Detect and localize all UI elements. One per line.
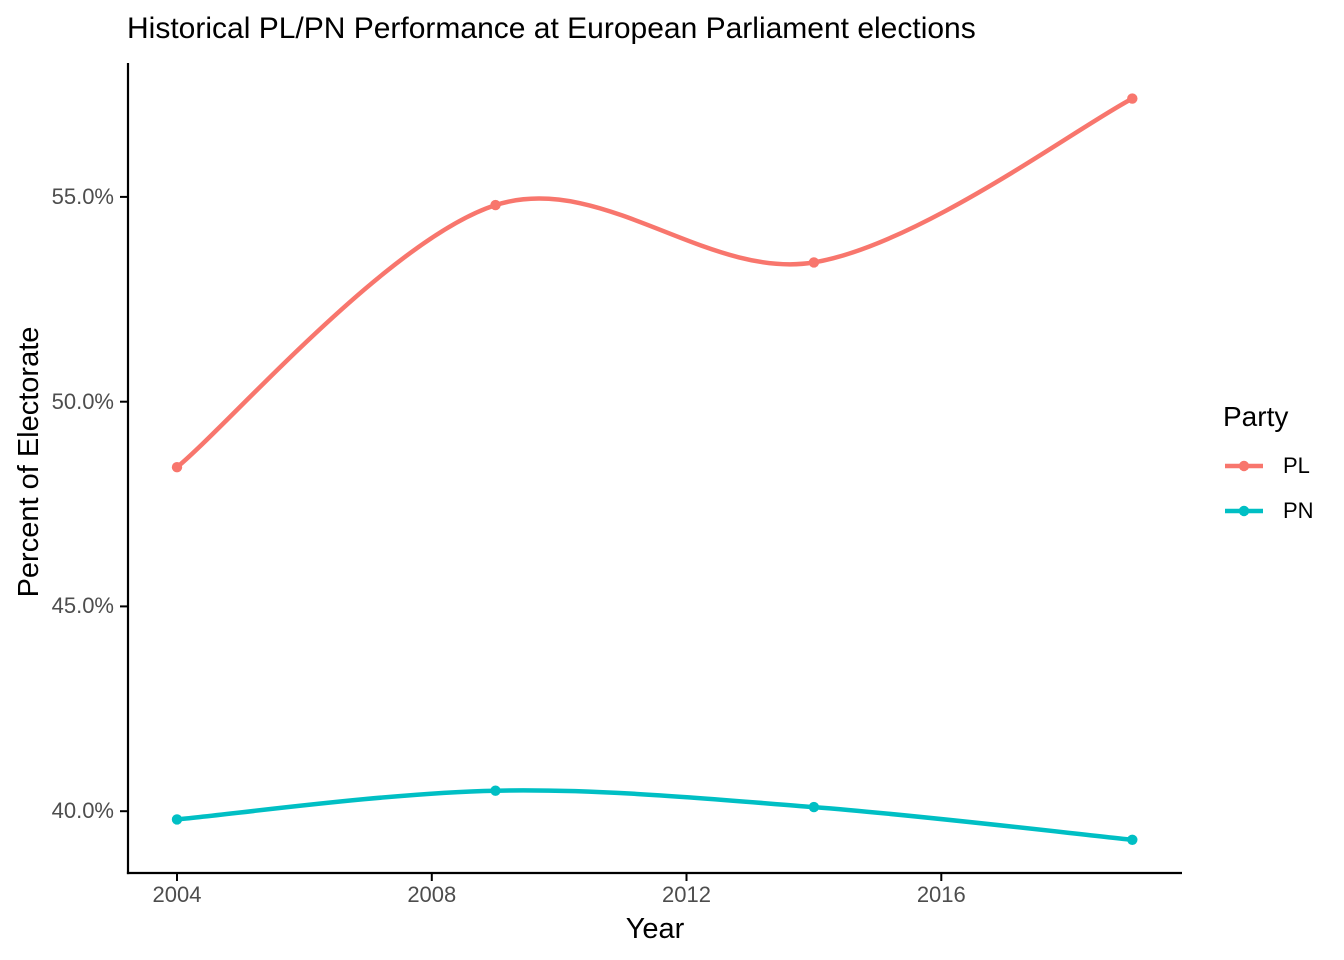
legend-key-point xyxy=(1238,460,1250,472)
data-point-pl-2014 xyxy=(808,257,820,268)
legend-item-pl: PL xyxy=(1225,455,1310,477)
x-tick-label-2012: 2012 xyxy=(662,882,711,907)
data-point-pn-2019 xyxy=(1127,834,1138,845)
series-line-pn xyxy=(174,788,1135,843)
legend-key-pn-icon xyxy=(1225,505,1263,517)
plot-title: Historical PL/PN Performance at European… xyxy=(127,12,976,45)
data-point-pl-2019 xyxy=(1127,93,1138,104)
x-tick-label-2008: 2008 xyxy=(407,882,457,907)
data-point-pn-2014 xyxy=(808,801,820,813)
legend-label-pl: PL xyxy=(1283,453,1310,478)
data-point-pn-2009 xyxy=(490,785,501,796)
data-point-pn-2004 xyxy=(171,814,183,825)
x-tick-label-2016: 2016 xyxy=(916,882,966,907)
legend-key-point xyxy=(1238,505,1250,517)
y-tick-label-50.0%: 50.0% xyxy=(51,388,114,414)
legend-item-pn: PN xyxy=(1225,500,1314,522)
y-tick-label-40.0%: 40.0% xyxy=(51,798,114,824)
data-point-pl-2004 xyxy=(171,462,183,473)
legend-key-pl-icon xyxy=(1225,460,1263,472)
y-tick-label-45.0%: 45.0% xyxy=(51,593,114,619)
legend-title: Party xyxy=(1223,401,1289,432)
x-axis-title: Year xyxy=(625,913,685,945)
data-point-pl-2009 xyxy=(490,199,501,211)
x-tick-label-2004: 2004 xyxy=(152,882,202,907)
y-tick-label-55.0%: 55.0% xyxy=(51,183,114,209)
series-line-pl xyxy=(174,96,1135,470)
legend-label-pn: PN xyxy=(1283,498,1314,523)
